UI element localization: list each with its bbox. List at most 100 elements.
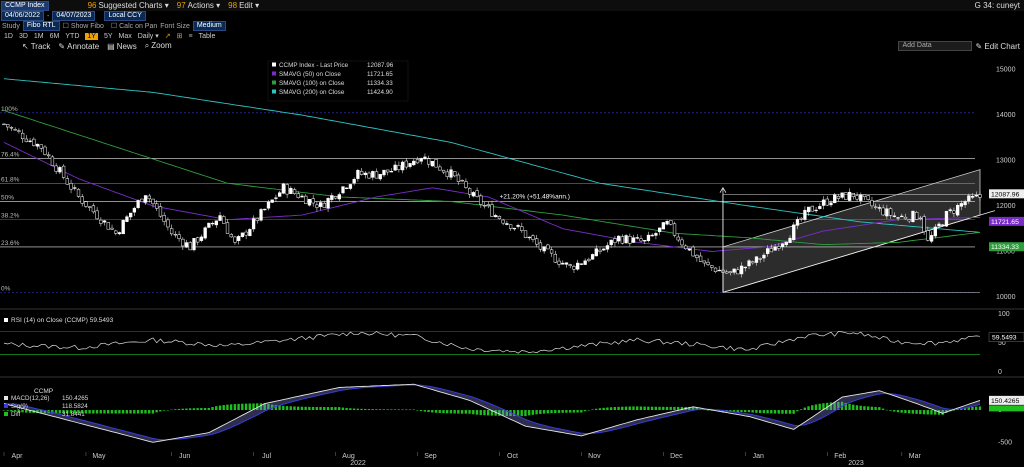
- macd-bar: [863, 406, 866, 411]
- candle-body: [95, 210, 99, 220]
- candle-body: [210, 222, 215, 225]
- candle-body: [501, 219, 505, 224]
- candle-body: [892, 215, 896, 217]
- rsi-tag: [988, 332, 1024, 342]
- legend-name: CCMP Index - Last Price: [279, 62, 349, 69]
- legend-name: SMAVG (100) on Close: [279, 80, 345, 87]
- edit-button[interactable]: 98 Edit ▾: [228, 1, 260, 10]
- macd-bar: [777, 410, 780, 414]
- bar-icon[interactable]: ⊞: [176, 33, 183, 40]
- macd-bar: [643, 406, 646, 411]
- track-button[interactable]: ↖ Track: [22, 41, 51, 51]
- candle-icon[interactable]: ↗: [164, 33, 171, 40]
- candle-body: [937, 223, 941, 227]
- candle-body: [687, 248, 692, 251]
- frequency-select[interactable]: Daily ▾: [137, 33, 159, 40]
- period-button-max[interactable]: Max: [118, 32, 132, 40]
- candle-body: [773, 246, 777, 251]
- candle-body: [69, 183, 73, 190]
- candle-body: [207, 222, 211, 228]
- macd-bar: [408, 409, 412, 411]
- actions-button[interactable]: 97 Actions ▾: [176, 1, 221, 10]
- candle-body: [99, 219, 103, 224]
- macd-bar: [464, 410, 468, 414]
- macd-bar: [241, 403, 244, 411]
- macd-bar: [211, 406, 214, 411]
- x-tick-label: Nov: [588, 453, 601, 460]
- period-button-3d[interactable]: 3D: [18, 32, 28, 40]
- candle-body: [155, 203, 159, 209]
- macd-bar: [632, 406, 635, 411]
- period-button-1m[interactable]: 1M: [33, 32, 44, 40]
- candle-body: [28, 140, 32, 142]
- candle-body: [672, 223, 677, 236]
- candle-body: [32, 138, 36, 146]
- candle-body: [792, 224, 796, 241]
- candle-body: [445, 171, 449, 177]
- macd-bar: [315, 406, 319, 411]
- candle-body: [58, 167, 62, 173]
- macd-y-tick: -500: [998, 439, 1012, 446]
- macd-bar: [401, 409, 404, 411]
- candle-body: [400, 161, 405, 171]
- macd-bar: [352, 408, 356, 411]
- candle-body: [378, 174, 382, 180]
- macd-bar: [293, 406, 296, 411]
- study-field[interactable]: Fibo RTL: [22, 21, 60, 31]
- candle-body: [631, 237, 636, 243]
- macd-legend-value: 150.4265: [62, 395, 89, 402]
- macd-bar: [244, 403, 248, 411]
- candle-body: [460, 180, 464, 182]
- candle-body: [449, 169, 453, 178]
- macd-bar: [207, 407, 210, 411]
- macd-bar: [289, 406, 292, 411]
- candle-body: [494, 215, 498, 218]
- candle-body: [2, 123, 6, 126]
- candle-body: [263, 208, 267, 211]
- candle-body: [136, 200, 140, 208]
- macd-bar: [129, 410, 132, 414]
- line-icon[interactable]: ≡: [188, 32, 193, 40]
- measure-annotation[interactable]: +21.20% (+51.48%ann.): [499, 186, 980, 293]
- period-button-6m[interactable]: 6M: [49, 32, 60, 40]
- annotate-button[interactable]: ✎ Annotate: [58, 41, 100, 51]
- macd-bar: [188, 408, 192, 411]
- ticker-field[interactable]: CCMP Index: [1, 0, 49, 11]
- period-button-1y[interactable]: 1Y: [85, 32, 98, 40]
- end-date-field[interactable]: 04/07/2023: [52, 11, 96, 21]
- candle-body: [296, 193, 300, 198]
- period-button-5y[interactable]: 5Y: [103, 32, 113, 40]
- show-fibo-checkbox[interactable]: ☐ Show Fibo: [62, 23, 104, 30]
- period-button-1d[interactable]: 1D: [4, 32, 13, 40]
- macd-bar: [107, 410, 110, 414]
- add-data-input[interactable]: Add Data: [898, 41, 973, 51]
- candle-body: [538, 242, 543, 250]
- period-button-ytd[interactable]: YTD: [65, 32, 80, 40]
- macd-bar: [17, 410, 21, 413]
- candle-body: [13, 129, 17, 131]
- candle-body: [978, 194, 982, 198]
- macd-bar: [662, 406, 665, 411]
- edit-chart-button[interactable]: ✎ Edit Chart: [975, 41, 1020, 51]
- macd-bar: [133, 410, 136, 414]
- candle-body: [434, 159, 438, 168]
- macd-bar: [442, 410, 445, 414]
- macd-bar: [393, 409, 397, 411]
- news-button[interactable]: ▤ News: [107, 41, 137, 51]
- font-size-field[interactable]: Medium: [192, 21, 226, 31]
- macd-bar: [155, 410, 158, 413]
- candle-body: [17, 130, 21, 132]
- macd-bar: [21, 410, 24, 413]
- zoom-button[interactable]: ⌕ Zoom: [144, 41, 172, 50]
- candle-body: [408, 163, 412, 167]
- calc-on-pan-checkbox[interactable]: ☐ Calc on Pan: [110, 23, 158, 30]
- suggested-charts-button[interactable]: 96 Suggested Charts ▾: [87, 1, 169, 10]
- macd-bar: [203, 407, 207, 411]
- study-label: Study: [2, 22, 20, 30]
- macd-bar: [568, 410, 572, 413]
- currency-field[interactable]: Local CCY: [104, 11, 146, 21]
- macd-bar: [151, 410, 155, 414]
- macd-bar: [922, 410, 926, 415]
- start-date-field[interactable]: 04/06/2022: [1, 11, 45, 21]
- table-button[interactable]: Table: [198, 32, 216, 40]
